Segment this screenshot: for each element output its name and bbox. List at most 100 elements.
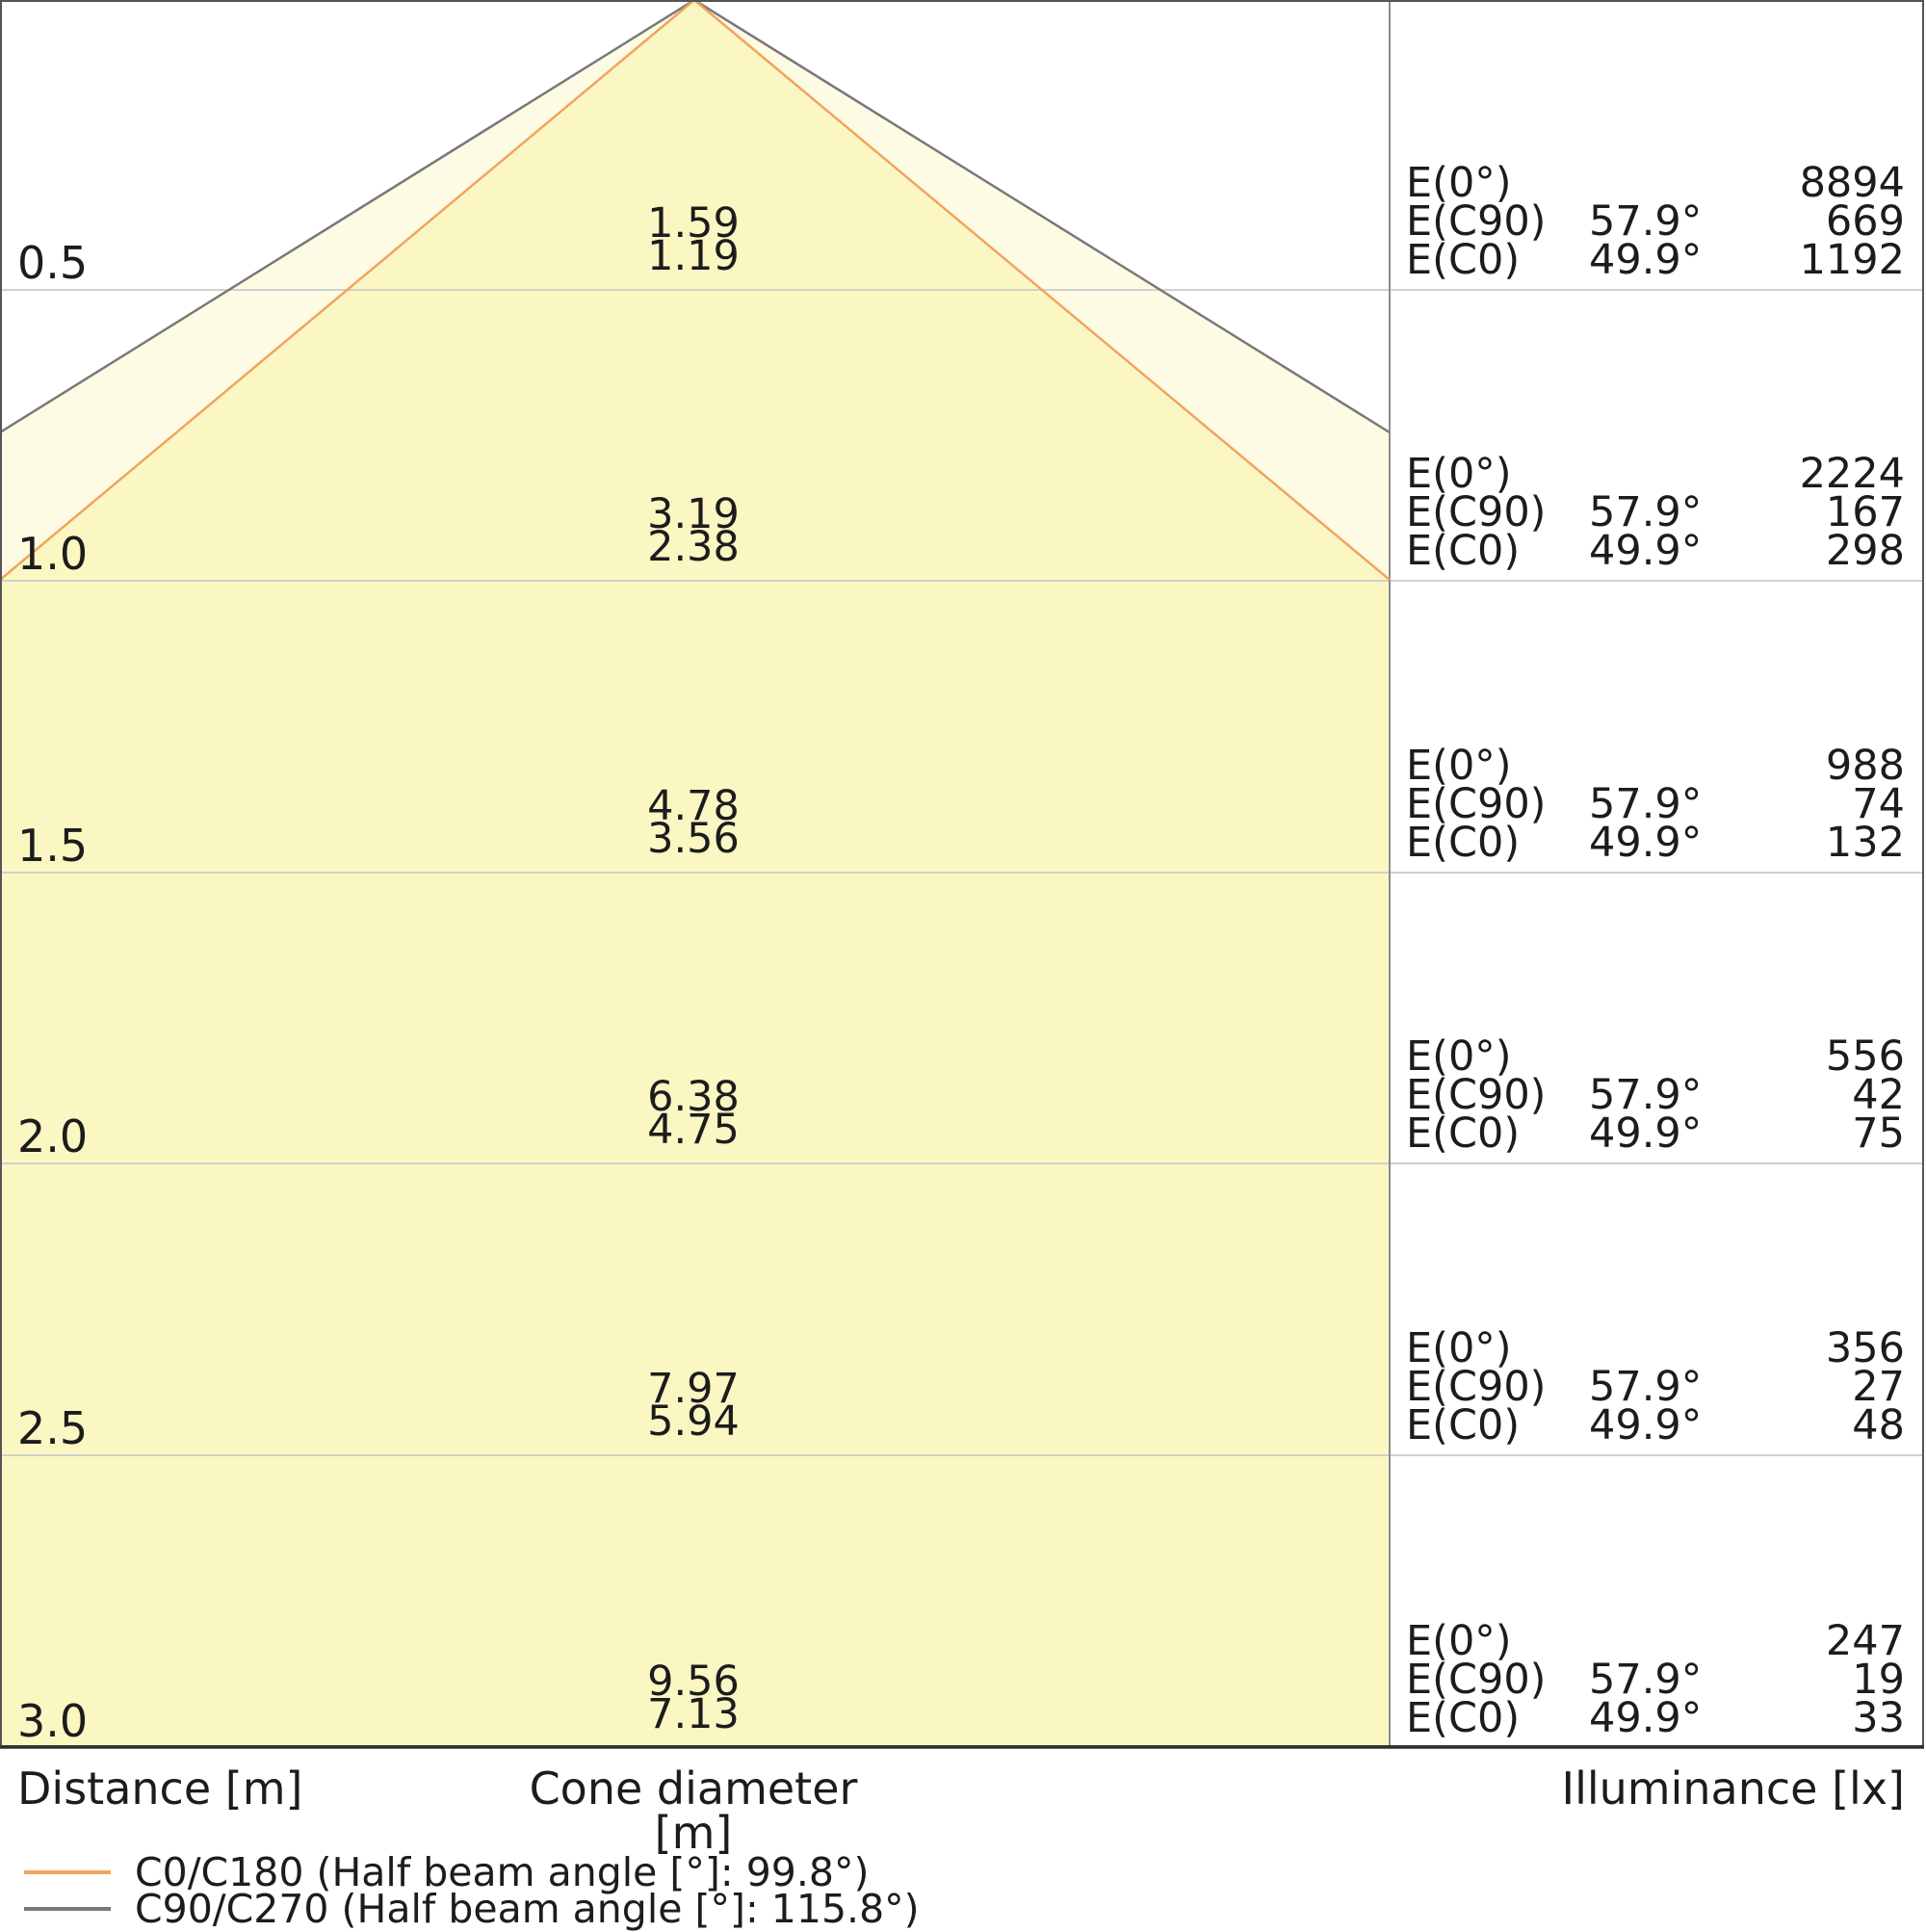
- e0-line: E(0°) 8894: [1406, 159, 1905, 207]
- ec90-line: E(C90) 57.9° 74: [1406, 780, 1905, 828]
- e0-value: 356: [1825, 1324, 1905, 1372]
- ec0-label: E(C0): [1406, 527, 1521, 575]
- cone-diameter-c90: 7.97: [647, 1365, 740, 1413]
- cone-diameter-c0: 2.38: [647, 523, 740, 571]
- e0-label: E(0°): [1406, 450, 1512, 498]
- e0-value: 8894: [1799, 159, 1905, 207]
- cone-diameter-c90: 3.19: [647, 490, 740, 538]
- ec90-angle: 57.9°: [1589, 780, 1703, 828]
- ec0-line: E(C0) 49.9° 1192: [1406, 236, 1905, 284]
- e0-value: 988: [1825, 742, 1905, 790]
- ec90-angle: 57.9°: [1589, 1071, 1703, 1119]
- illuminance-block: E(0°) 8894 E(C90) 57.9° 669 E(C0) 49.9° …: [1406, 159, 1905, 284]
- c0-beam-line: [0, 0, 1391, 581]
- ec90-label: E(C90): [1406, 1071, 1547, 1119]
- cone-diameter-c90: 6.38: [647, 1073, 740, 1121]
- e0-line: E(0°) 988: [1406, 742, 1905, 790]
- ec90-value: 27: [1852, 1363, 1905, 1411]
- ec90-value: 167: [1825, 488, 1905, 536]
- c0-line-swatch: [24, 1870, 111, 1874]
- ec0-value: 33: [1852, 1694, 1905, 1742]
- ec0-value: 75: [1852, 1110, 1905, 1158]
- cone-diameter-c0: 5.94: [647, 1397, 740, 1446]
- cone-diameter-c90: 4.78: [647, 782, 740, 830]
- ec90-line: E(C90) 57.9° 669: [1406, 197, 1905, 246]
- distance-label-2.0: 2.0: [17, 1110, 89, 1162]
- distance-label-3.0: 3.0: [17, 1695, 89, 1747]
- distance-axis-caption: Distance [m]: [17, 1762, 303, 1815]
- cone-diameter-values: 4.78 3.56: [496, 782, 891, 863]
- ec90-value: 669: [1825, 197, 1905, 246]
- e0-label: E(0°): [1406, 1617, 1512, 1665]
- ec90-line: E(C90) 57.9° 167: [1406, 488, 1905, 536]
- ec0-line: E(C0) 49.9° 48: [1406, 1401, 1905, 1449]
- distance-label-2.5: 2.5: [17, 1402, 89, 1454]
- ec0-angle: 49.9°: [1589, 1694, 1703, 1742]
- illuminance-block: E(0°) 356 E(C90) 57.9° 27 E(C0) 49.9° 48: [1406, 1324, 1905, 1449]
- e0-label: E(0°): [1406, 742, 1512, 790]
- ec0-angle: 49.9°: [1589, 1401, 1703, 1449]
- e0-line: E(0°) 247: [1406, 1617, 1905, 1665]
- e0-line: E(0°) 2224: [1406, 450, 1905, 498]
- ec0-label: E(C0): [1406, 819, 1521, 867]
- ec90-angle: 57.9°: [1589, 488, 1703, 536]
- ec0-angle: 49.9°: [1589, 236, 1703, 284]
- c90-beam-line: [0, 0, 1391, 434]
- cone-diameter-c90: 9.56: [647, 1658, 740, 1706]
- ec90-label: E(C90): [1406, 197, 1547, 246]
- e0-label: E(0°): [1406, 1032, 1512, 1081]
- cone-plot-canvas: [0, 0, 1924, 1749]
- ec0-value: 48: [1852, 1401, 1905, 1449]
- ec0-line: E(C0) 49.9° 132: [1406, 819, 1905, 867]
- ec0-label: E(C0): [1406, 236, 1521, 284]
- e0-line: E(0°) 556: [1406, 1032, 1905, 1081]
- cone-diameter-values: 9.56 7.13: [496, 1658, 891, 1738]
- illuminance-block: E(0°) 2224 E(C90) 57.9° 167 E(C0) 49.9° …: [1406, 450, 1905, 575]
- ec0-label: E(C0): [1406, 1110, 1521, 1158]
- ec90-label: E(C90): [1406, 780, 1547, 828]
- cone-diameter-values: 1.59 1.19: [496, 199, 891, 280]
- cone-diameter-values: 7.97 5.94: [496, 1365, 891, 1446]
- distance-label-1.5: 1.5: [17, 820, 89, 872]
- ec90-label: E(C90): [1406, 1363, 1547, 1411]
- e0-label: E(0°): [1406, 1324, 1512, 1372]
- ec90-line: E(C90) 57.9° 42: [1406, 1071, 1905, 1119]
- ec0-angle: 49.9°: [1589, 527, 1703, 575]
- e0-value: 556: [1825, 1032, 1905, 1081]
- ec90-angle: 57.9°: [1589, 1363, 1703, 1411]
- ec90-line: E(C90) 57.9° 27: [1406, 1363, 1905, 1411]
- distance-label-0.5: 0.5: [17, 237, 89, 289]
- ec90-angle: 57.9°: [1589, 1656, 1703, 1704]
- ec90-line: E(C90) 57.9° 19: [1406, 1656, 1905, 1704]
- ec0-label: E(C0): [1406, 1401, 1521, 1449]
- illuminance-axis-caption: Illuminance [lx]: [1561, 1762, 1905, 1815]
- ec90-value: 74: [1852, 780, 1905, 828]
- ec0-value: 132: [1825, 819, 1905, 867]
- ec90-value: 42: [1852, 1071, 1905, 1119]
- cone-diameter-c0: 3.56: [647, 815, 740, 863]
- ec0-angle: 49.9°: [1589, 819, 1703, 867]
- ec0-line: E(C0) 49.9° 298: [1406, 527, 1905, 575]
- ec0-value: 1192: [1799, 236, 1905, 284]
- e0-line: E(0°) 356: [1406, 1324, 1905, 1372]
- ec0-line: E(C0) 49.9° 75: [1406, 1110, 1905, 1158]
- ec90-value: 19: [1852, 1656, 1905, 1704]
- e0-value: 2224: [1799, 450, 1905, 498]
- legend-label-c0: C0/C180 (Half beam angle [°]: 99.8°): [135, 1849, 870, 1895]
- cone-diameter-values: 6.38 4.75: [496, 1073, 891, 1154]
- ec90-angle: 57.9°: [1589, 197, 1703, 246]
- legend-label-c90: C90/C270 (Half beam angle [°]: 115.8°): [135, 1886, 920, 1932]
- illuminance-block: E(0°) 556 E(C90) 57.9° 42 E(C0) 49.9° 75: [1406, 1032, 1905, 1158]
- e0-label: E(0°): [1406, 159, 1512, 207]
- c90-line-swatch: [24, 1907, 111, 1911]
- illuminance-block: E(0°) 988 E(C90) 57.9° 74 E(C0) 49.9° 13…: [1406, 742, 1905, 867]
- cone-diameter-c0: 4.75: [647, 1106, 740, 1154]
- cone-diameter-c0: 1.19: [647, 232, 740, 280]
- cone-diameter-c90: 1.59: [647, 199, 740, 248]
- ec0-value: 298: [1825, 527, 1905, 575]
- distance-gridlines: [1, 289, 1923, 1456]
- illuminance-block: E(0°) 247 E(C90) 57.9° 19 E(C0) 49.9° 33: [1406, 1617, 1905, 1742]
- cone-diameter-axis-caption: Cone diameter [m]: [529, 1762, 858, 1859]
- e0-value: 247: [1825, 1617, 1905, 1665]
- cone-diameter-c0: 7.13: [647, 1690, 740, 1738]
